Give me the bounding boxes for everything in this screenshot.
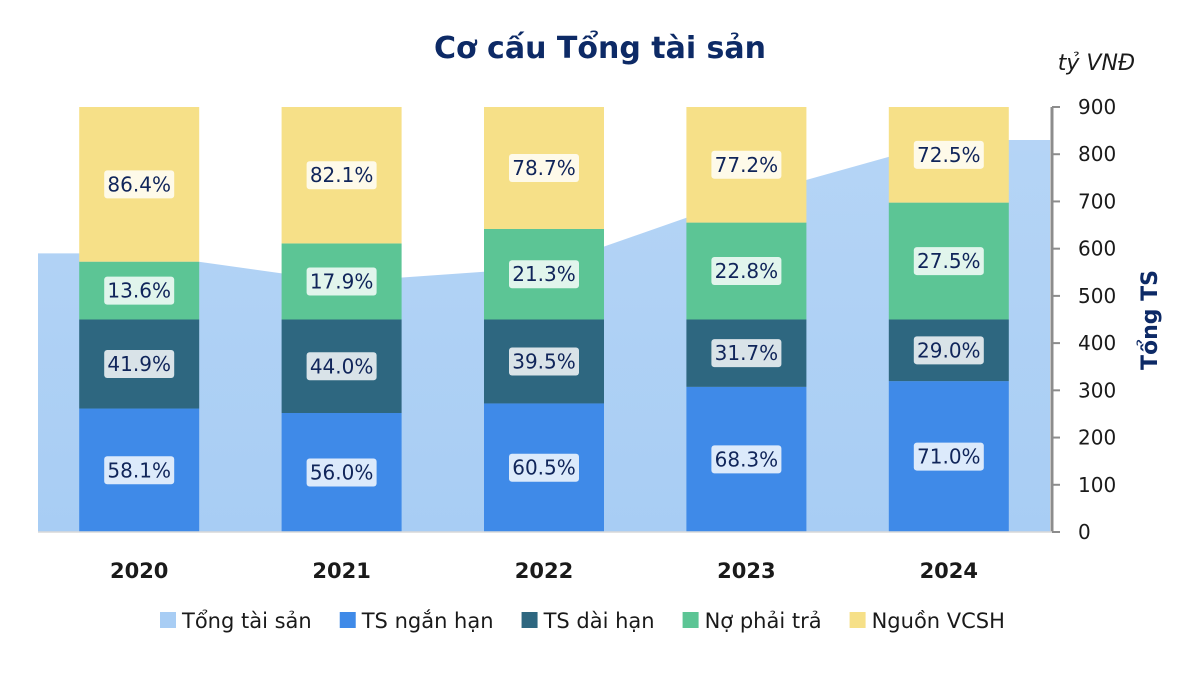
data-label-bg (913, 140, 984, 169)
data-label-bg (711, 257, 782, 286)
data-label-bg (509, 153, 579, 182)
data-label-bg (711, 150, 782, 179)
legend-label: Tổng tài sản (181, 609, 312, 633)
data-label: 77.2% (715, 153, 779, 177)
data-label-bg (913, 247, 984, 276)
data-label-bg (306, 267, 377, 296)
y-tick-label: 200 (1078, 426, 1116, 450)
data-label: 60.5% (512, 456, 576, 480)
legend-label: Nợ phải trả (705, 609, 822, 633)
data-label-bg (104, 456, 175, 485)
data-label: 39.5% (512, 349, 576, 373)
data-label-bg (913, 442, 984, 471)
data-label-bg (104, 170, 175, 199)
data-label: 82.1% (310, 163, 374, 187)
legend-swatch (682, 612, 699, 628)
data-label-bg (104, 350, 175, 379)
data-label: 41.9% (107, 352, 171, 376)
legend-swatch (339, 612, 356, 628)
data-label-bg (509, 453, 579, 482)
y-tick-label: 300 (1078, 378, 1116, 402)
y-tick-label: 700 (1078, 189, 1116, 213)
data-label-bg (104, 276, 175, 305)
x-tick-label: 2021 (312, 559, 370, 583)
y-tick-label: 500 (1078, 284, 1116, 308)
y-axis: 0 100 200 300 400 500 600 700 800 900 (38, 95, 1116, 544)
y-tick-label: 100 (1078, 473, 1116, 497)
data-label: 31.7% (715, 341, 779, 365)
legend-swatch (160, 612, 176, 628)
data-label-bg (711, 339, 782, 368)
data-label-bg (711, 445, 782, 474)
data-label: 86.4% (107, 172, 171, 196)
data-label: 29.0% (917, 338, 981, 362)
data-label-bg (509, 347, 579, 376)
x-axis: 2020 2021 2022 2023 2024 (110, 559, 978, 583)
legend: Tổng tài sản TS ngắn hạn TS dài hạn Nợ phải… (160, 609, 1005, 633)
x-tick-label: 2024 (920, 559, 978, 583)
legend-label: TS dài hạn (543, 609, 655, 633)
y-axis-label: Tổng TS (1137, 270, 1163, 370)
y-tick-label: 400 (1078, 331, 1116, 355)
stacked-bars: 58.1% 41.9% 13.6% 86.4% 56.0% 44.0% 17.9% 82.1%… (79, 107, 1009, 532)
data-label-bg (306, 161, 377, 190)
legend-swatch (521, 612, 538, 628)
legend-label: TS ngắn hạn (361, 609, 494, 633)
legend-swatch (849, 612, 866, 628)
data-label: 22.8% (715, 259, 779, 283)
y-tick-label: 0 (1078, 520, 1091, 544)
data-label-bg (509, 260, 579, 289)
data-label: 13.6% (107, 279, 171, 303)
x-tick-label: 2022 (515, 559, 573, 583)
chart-title: Cơ cấu Tổng tài sản (434, 30, 766, 66)
data-label: 17.9% (310, 269, 374, 293)
data-label: 71.0% (917, 445, 981, 469)
unit-label: tỷ VNĐ (1058, 51, 1135, 76)
y-tick-label: 600 (1078, 237, 1116, 261)
data-label: 21.3% (512, 262, 576, 286)
x-tick-label: 2020 (110, 559, 168, 583)
data-label-bg (306, 352, 377, 381)
y-tick-label: 900 (1078, 95, 1116, 119)
data-label: 27.5% (917, 249, 981, 273)
data-label: 58.1% (107, 458, 171, 482)
legend-label: Nguồn VCSH (872, 609, 1005, 633)
data-label: 72.5% (917, 143, 981, 167)
data-label: 68.3% (715, 447, 779, 471)
x-tick-label: 2023 (717, 559, 775, 583)
data-label: 44.0% (310, 354, 374, 378)
y-tick-label: 800 (1078, 142, 1116, 166)
data-label: 56.0% (310, 461, 374, 485)
data-label-bg (913, 336, 984, 365)
data-label: 78.7% (512, 156, 576, 180)
data-label-bg (306, 458, 377, 487)
